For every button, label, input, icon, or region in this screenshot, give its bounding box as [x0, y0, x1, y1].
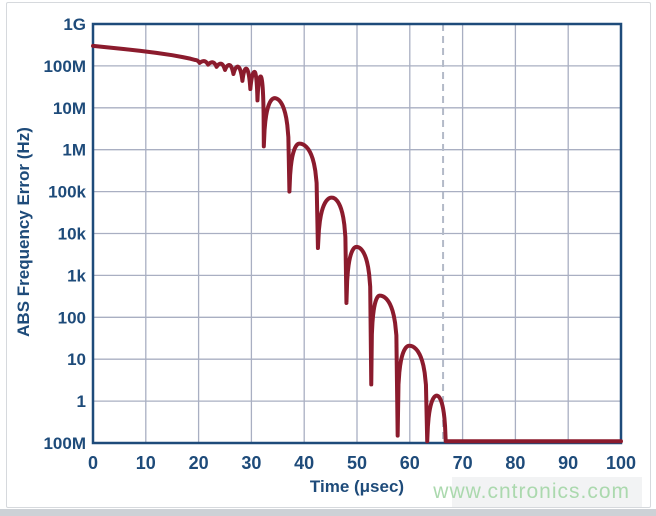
watermark: www.cntronics.com: [433, 480, 630, 503]
y-tick-label: 100k: [48, 183, 86, 202]
watermark-background: [452, 477, 642, 507]
y-tick-label: 1G: [63, 15, 86, 34]
y-tick-label: 1k: [67, 266, 86, 285]
y-tick-label: 100: [58, 308, 86, 327]
y-tick-label: 1: [77, 392, 86, 411]
y-tick-label: 1M: [62, 141, 86, 160]
y-tick-label: 10k: [58, 225, 87, 244]
x-tick-label: 10: [136, 453, 156, 473]
x-tick-label: 60: [400, 453, 420, 473]
x-tick-label: 30: [241, 453, 261, 473]
x-tick-label: 20: [189, 453, 209, 473]
x-tick-label: 80: [505, 453, 525, 473]
x-tick-label: 0: [88, 453, 98, 473]
y-tick-label: 10: [67, 350, 86, 369]
x-axis-title: Time (μsec): [309, 477, 405, 496]
y-tick-label: 100M: [43, 57, 86, 76]
x-tick-label: 40: [294, 453, 314, 473]
x-tick-label: 70: [453, 453, 473, 473]
x-tick-label: 90: [558, 453, 578, 473]
y-tick-label: 100M: [43, 434, 86, 453]
x-tick-label: 100: [606, 453, 636, 473]
y-axis-title: ABS Frequency Error (Hz): [14, 127, 33, 337]
frequency-error-curve: [91, 43, 623, 444]
plot-frame: [91, 22, 623, 445]
bottom-edge-strip: [0, 509, 656, 516]
x-tick-label: 50: [347, 453, 367, 473]
y-tick-label: 10M: [53, 99, 86, 118]
